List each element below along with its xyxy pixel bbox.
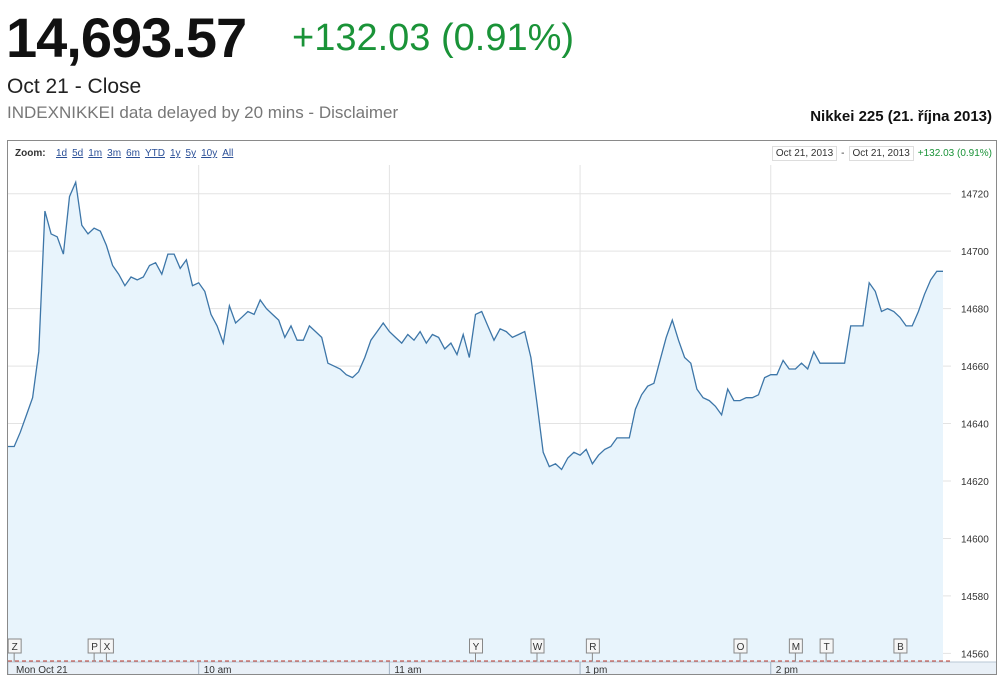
svg-text:Y: Y [473,642,480,653]
y-tick-label: 14580 [961,592,989,603]
svg-text:P: P [91,642,98,653]
price: 14,693.57 [6,2,246,74]
svg-text:R: R [589,642,596,653]
data-source-line: INDEXNIKKEI data delayed by 20 mins - Di… [7,103,398,123]
data-source: INDEXNIKKEI data delayed by 20 mins [7,103,304,122]
y-tick-label: 14660 [961,362,989,373]
x-tick-label: Mon Oct 21 [16,665,68,675]
y-tick-label: 14700 [961,247,989,258]
x-tick-label: 11 am [394,665,421,675]
y-tick-label: 14560 [961,649,989,660]
y-tick-label: 14680 [961,305,989,316]
close-label: Oct 21 - Close [7,75,141,99]
y-tick-label: 14620 [961,477,989,488]
x-tick-label: 1 pm [585,665,607,675]
price-change: +132.03 (0.91%) [292,12,574,64]
svg-text:B: B [897,642,904,653]
x-tick-label: 10 am [204,665,232,675]
y-tick-label: 14640 [961,420,989,431]
disclaimer-link[interactable]: Disclaimer [319,103,398,122]
price-chart-plot[interactable]: 14560 14580 14600 14620 14640 14660 14680 14700… [8,141,997,675]
y-tick-label: 14720 [961,190,989,201]
svg-text:Z: Z [12,642,18,653]
chart[interactable]: Zoom: 1d 5d 1m 3m 6m YTD 1y 5y 10y All Oct 21, 20… [7,140,997,675]
x-axis-strip [8,662,997,675]
separator: - [304,103,319,122]
svg-text:M: M [792,642,800,653]
svg-text:X: X [104,642,111,653]
y-tick-label: 14600 [961,534,989,545]
svg-text:T: T [824,642,830,653]
svg-text:W: W [533,642,543,653]
svg-text:O: O [737,642,745,653]
chart-title: Nikkei 225 (21. října 2013) [810,108,992,125]
x-tick-label: 2 pm [776,665,798,675]
